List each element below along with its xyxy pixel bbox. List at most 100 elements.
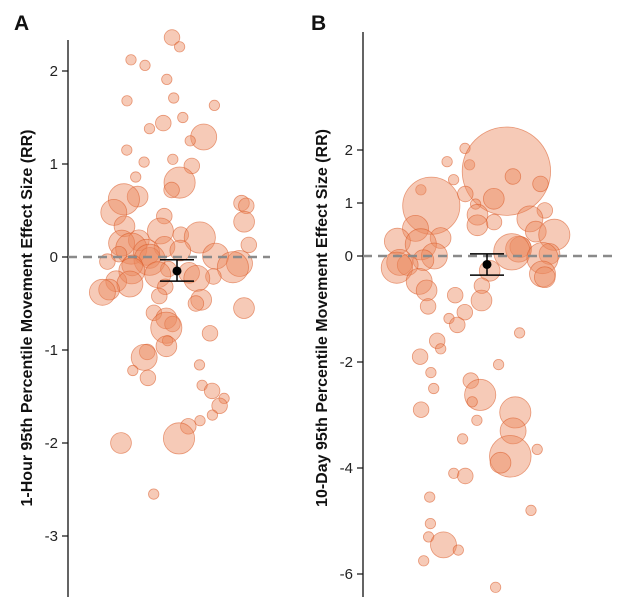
data-point <box>457 467 474 485</box>
data-point <box>457 185 474 203</box>
data-point <box>233 194 250 212</box>
data-point <box>125 54 137 66</box>
data-point <box>513 327 526 339</box>
data-point <box>463 159 476 171</box>
data-point <box>201 325 219 342</box>
panel-a-y-axis-title: 1-Hour 95th Percentile Movement Effect S… <box>19 130 36 507</box>
data-point <box>505 235 532 263</box>
data-point <box>447 174 460 186</box>
data-point <box>183 221 216 254</box>
y-tick-label: -3 <box>45 528 58 545</box>
data-point <box>233 297 255 319</box>
data-point <box>447 287 464 304</box>
data-point <box>430 531 457 559</box>
data-point <box>533 266 556 289</box>
data-point <box>183 264 211 292</box>
data-point <box>415 279 438 302</box>
data-point <box>415 184 427 196</box>
data-point <box>526 242 559 275</box>
data-point <box>411 348 429 365</box>
data-point <box>89 278 116 306</box>
data-point <box>127 364 139 377</box>
data-point <box>203 382 221 400</box>
panel-b-y-axis-title: 10-Day 95th Percentile Movement Effect S… <box>314 129 331 507</box>
data-point <box>194 415 206 427</box>
data-point <box>493 233 531 271</box>
data-point <box>485 213 503 231</box>
data-point <box>172 226 190 243</box>
data-point <box>464 378 497 411</box>
data-point <box>138 156 150 168</box>
data-point <box>121 254 143 277</box>
data-point <box>190 288 213 311</box>
panel-b-bubbles <box>380 126 571 593</box>
data-point <box>163 181 180 199</box>
y-tick-label: -6 <box>340 566 353 583</box>
data-point <box>482 188 505 210</box>
panel-a: A -3 -2 -1 0 1 2 1-Hour 95th Percentile Movem… <box>14 12 270 597</box>
panel-b-ticks: -6 -4 -2 0 1 2 <box>340 142 363 583</box>
panel-a-ticks: -3 -2 -1 0 1 2 <box>45 63 68 545</box>
data-point <box>461 126 551 216</box>
data-point <box>121 95 133 107</box>
panel-b-letter: B <box>311 12 326 35</box>
data-point <box>177 111 189 124</box>
data-point <box>157 278 174 296</box>
data-point <box>240 236 258 254</box>
data-point <box>448 467 460 479</box>
data-point <box>116 270 144 298</box>
data-point <box>504 168 522 185</box>
data-point <box>404 228 437 261</box>
data-point <box>168 92 180 104</box>
data-point <box>412 401 430 418</box>
data-point <box>383 227 411 255</box>
y-tick-label: 0 <box>345 248 353 265</box>
data-point <box>435 343 447 355</box>
y-tick-label: 1 <box>345 195 353 212</box>
data-point <box>139 369 157 387</box>
data-point <box>441 156 453 168</box>
data-point <box>473 277 491 294</box>
panel-a-letter: A <box>14 12 29 35</box>
data-point <box>162 335 174 347</box>
y-tick-label: 0 <box>50 249 58 266</box>
data-point <box>422 531 435 543</box>
data-point <box>208 99 220 112</box>
panel-a-bubbles <box>89 29 258 500</box>
data-point <box>532 175 549 193</box>
data-point <box>456 433 469 445</box>
panel-a-summary-estimate <box>160 259 194 282</box>
data-point <box>489 435 532 478</box>
data-point <box>146 217 174 245</box>
data-point <box>105 270 127 293</box>
data-point <box>492 358 505 371</box>
data-point <box>462 372 480 389</box>
data-point <box>402 176 461 235</box>
data-point <box>193 359 206 371</box>
data-point <box>143 123 156 135</box>
y-tick-label: -4 <box>340 460 353 477</box>
data-point <box>148 488 160 500</box>
data-point <box>155 335 178 358</box>
data-point <box>425 366 437 379</box>
data-point <box>380 251 413 284</box>
data-point <box>531 443 543 455</box>
data-point <box>449 316 466 334</box>
data-point <box>151 287 168 305</box>
data-point <box>169 239 192 262</box>
data-point <box>466 396 478 408</box>
data-point <box>190 123 218 151</box>
panel-b-summary-estimate <box>470 253 504 276</box>
data-point <box>107 183 140 216</box>
data-point <box>115 232 148 265</box>
data-point <box>113 215 136 238</box>
data-point <box>187 295 205 312</box>
y-tick-label: 1 <box>50 156 58 173</box>
data-point <box>428 382 440 395</box>
data-point <box>130 171 142 183</box>
data-point <box>161 73 173 86</box>
data-point <box>489 581 502 593</box>
data-point <box>238 197 255 215</box>
data-point <box>167 153 179 165</box>
data-point <box>155 114 172 132</box>
